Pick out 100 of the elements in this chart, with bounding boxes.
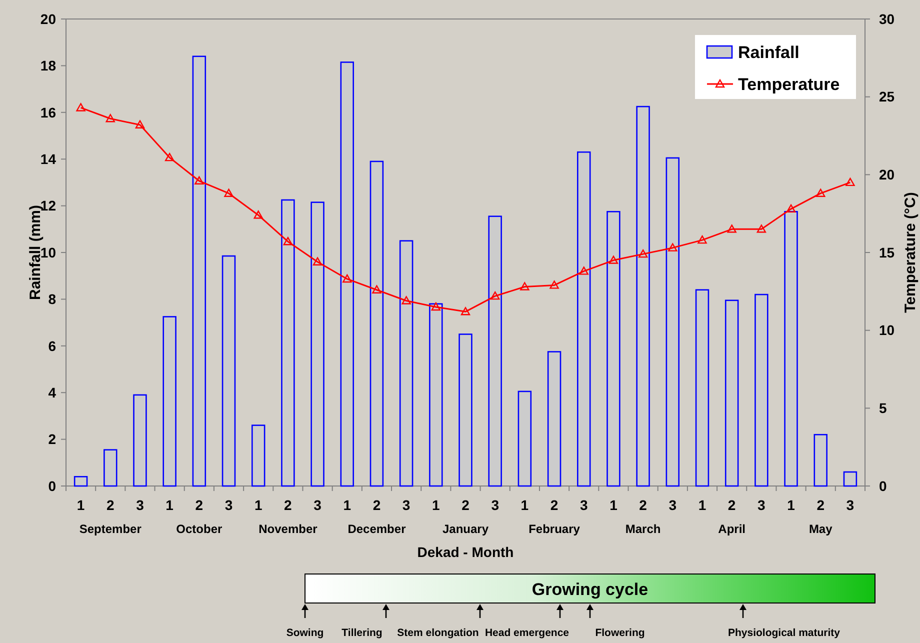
y2-tick-label: 15 (879, 244, 895, 260)
y-tick-label: 2 (48, 431, 56, 448)
x-tick-label: 3 (491, 497, 500, 513)
text: January (442, 522, 489, 536)
text: Growing cycle (532, 580, 648, 599)
point (816, 188, 826, 197)
bar (429, 303, 443, 487)
bar (192, 56, 206, 487)
point (372, 285, 382, 294)
point (550, 280, 559, 289)
x-tick-label: 3 (402, 497, 410, 513)
x-tick-label: 1 (166, 497, 174, 513)
bar (370, 160, 384, 487)
bar (754, 294, 768, 487)
text: December (348, 522, 406, 536)
bar (636, 106, 650, 487)
y-tick-label: 0 (48, 478, 56, 494)
bar (606, 210, 620, 487)
text: Sowing (286, 627, 324, 639)
point (786, 204, 796, 213)
y-tick-label: 20 (40, 10, 56, 27)
point (460, 307, 470, 316)
text: September (79, 522, 142, 536)
point (846, 178, 855, 186)
text: Stem elongation (397, 627, 479, 639)
x-tick-label: 3 (758, 497, 766, 513)
x-tick-label: 2 (550, 497, 558, 513)
bar (814, 434, 828, 487)
y2-tick-label: 30 (879, 10, 895, 27)
x-tick-label: 1 (787, 497, 796, 513)
x-tick-label: 1 (343, 497, 352, 513)
text: March (625, 522, 661, 536)
text: Physiological maturity (728, 627, 840, 639)
bar (340, 62, 354, 487)
x-tick-label: 3 (668, 497, 677, 513)
y2-tick-label: 5 (879, 400, 887, 416)
text: February (528, 522, 580, 536)
bar (281, 199, 295, 487)
point (698, 235, 707, 244)
x-tick-label: 1 (520, 497, 529, 513)
text: Head emergence (484, 627, 570, 639)
point (224, 188, 234, 197)
legend-label: Temperature (738, 74, 840, 94)
y2-axis-title: Temperature (°C) (902, 192, 919, 313)
y-tick-label: 16 (40, 104, 56, 120)
x-tick-label: 2 (816, 497, 825, 513)
point (312, 257, 322, 266)
y2-tick-label: 10 (879, 322, 895, 338)
x-tick-label: 1 (610, 497, 618, 513)
point (342, 274, 352, 283)
x-tick-label: 1 (76, 497, 85, 513)
bar (251, 424, 266, 487)
bar (458, 334, 472, 487)
x-tick-label: 3 (846, 497, 854, 513)
y-tick-label: 6 (48, 338, 56, 354)
x-tick-label: 3 (580, 497, 588, 513)
x-tick-label: 1 (432, 497, 440, 513)
text: April (718, 522, 746, 536)
bar (666, 157, 680, 487)
y2-tick-label: 25 (879, 88, 895, 105)
text: Flowering (595, 627, 645, 639)
bar (784, 210, 798, 487)
y2-tick-label: 0 (879, 478, 887, 494)
point (579, 266, 588, 275)
bar (104, 449, 118, 487)
x-tick-label: 2 (462, 497, 470, 513)
bar (843, 471, 858, 487)
y-tick-label: 18 (40, 58, 56, 74)
point (490, 291, 500, 300)
x-tick-label: 2 (284, 497, 292, 513)
bar (547, 351, 562, 487)
bar (518, 390, 532, 487)
legend-label: Rainfall (738, 42, 800, 62)
text: Tillering (342, 627, 382, 639)
bar (488, 216, 502, 487)
x-tick-label: 2 (639, 497, 648, 513)
x-tick-label: 1 (254, 497, 262, 513)
y-tick-label: 12 (40, 198, 56, 214)
y-tick-label: 14 (40, 151, 56, 167)
x-tick-label: 1 (698, 497, 706, 513)
point (638, 249, 648, 258)
bar (577, 151, 591, 487)
bar (695, 289, 710, 487)
point (520, 282, 530, 290)
point (76, 103, 86, 112)
x-tick-label: 3 (314, 497, 322, 513)
x-tick-label: 2 (106, 497, 114, 513)
text: October (176, 522, 222, 536)
y-tick-label: 8 (48, 291, 56, 308)
y2-tick-label: 20 (879, 166, 895, 183)
bar (724, 300, 739, 487)
point (756, 224, 766, 233)
bar (133, 394, 147, 487)
bar (162, 316, 176, 487)
text: May (808, 522, 833, 536)
x-tick-label: 2 (728, 497, 736, 513)
point (402, 296, 411, 304)
bar (310, 202, 324, 487)
point (254, 210, 263, 219)
text: November (258, 522, 318, 536)
